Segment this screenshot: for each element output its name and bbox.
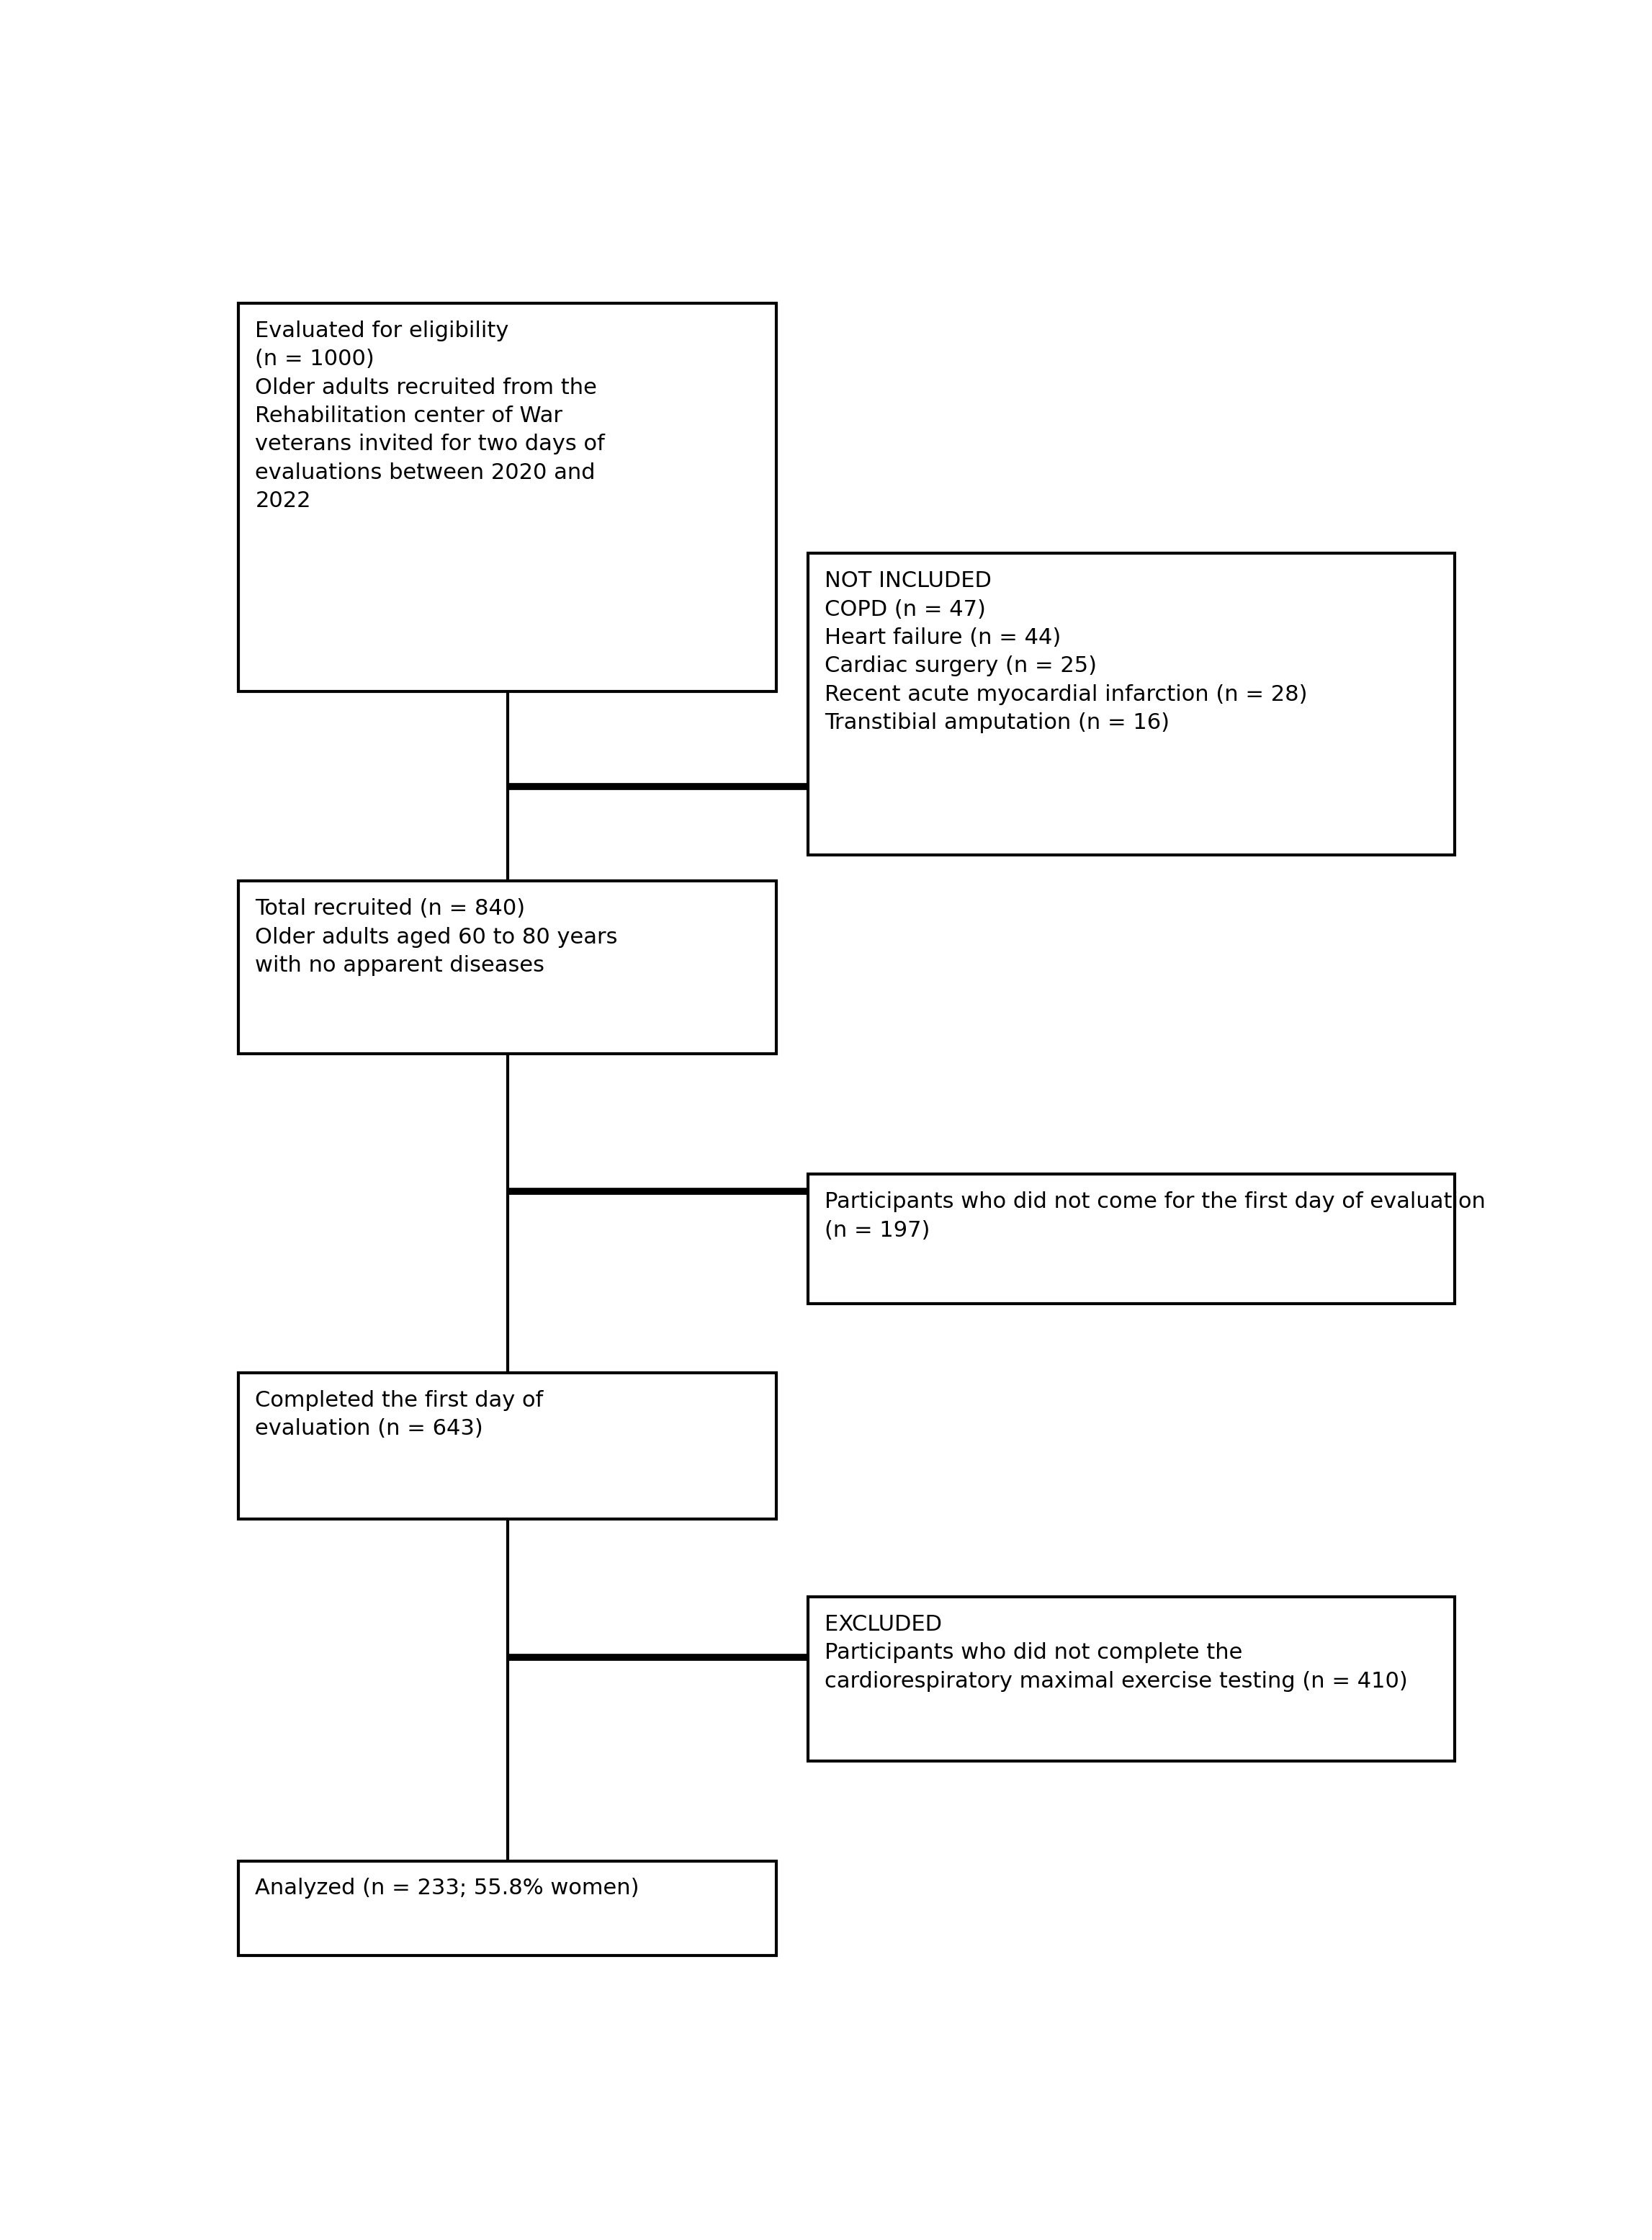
FancyBboxPatch shape bbox=[808, 553, 1455, 856]
FancyBboxPatch shape bbox=[808, 1174, 1455, 1304]
FancyBboxPatch shape bbox=[238, 302, 776, 692]
Text: Analyzed (n = 233; 55.8% women): Analyzed (n = 233; 55.8% women) bbox=[254, 1877, 639, 1900]
Text: Participants who did not come for the first day of evaluation
(n = 197): Participants who did not come for the fi… bbox=[824, 1192, 1485, 1241]
Text: NOT INCLUDED
COPD (n = 47)
Heart failure (n = 44)
Cardiac surgery (n = 25)
Recen: NOT INCLUDED COPD (n = 47) Heart failure… bbox=[824, 571, 1308, 732]
Text: Completed the first day of
evaluation (n = 643): Completed the first day of evaluation (n… bbox=[254, 1389, 544, 1438]
FancyBboxPatch shape bbox=[808, 1597, 1455, 1761]
Text: Evaluated for eligibility
(n = 1000)
Older adults recruited from the
Rehabilitat: Evaluated for eligibility (n = 1000) Old… bbox=[254, 320, 605, 511]
FancyBboxPatch shape bbox=[238, 1373, 776, 1519]
Text: EXCLUDED
Participants who did not complete the
cardiorespiratory maximal exercis: EXCLUDED Participants who did not comple… bbox=[824, 1615, 1408, 1691]
Text: Total recruited (n = 840)
Older adults aged 60 to 80 years
with no apparent dise: Total recruited (n = 840) Older adults a… bbox=[254, 898, 618, 977]
FancyBboxPatch shape bbox=[238, 1861, 776, 1956]
FancyBboxPatch shape bbox=[238, 880, 776, 1053]
